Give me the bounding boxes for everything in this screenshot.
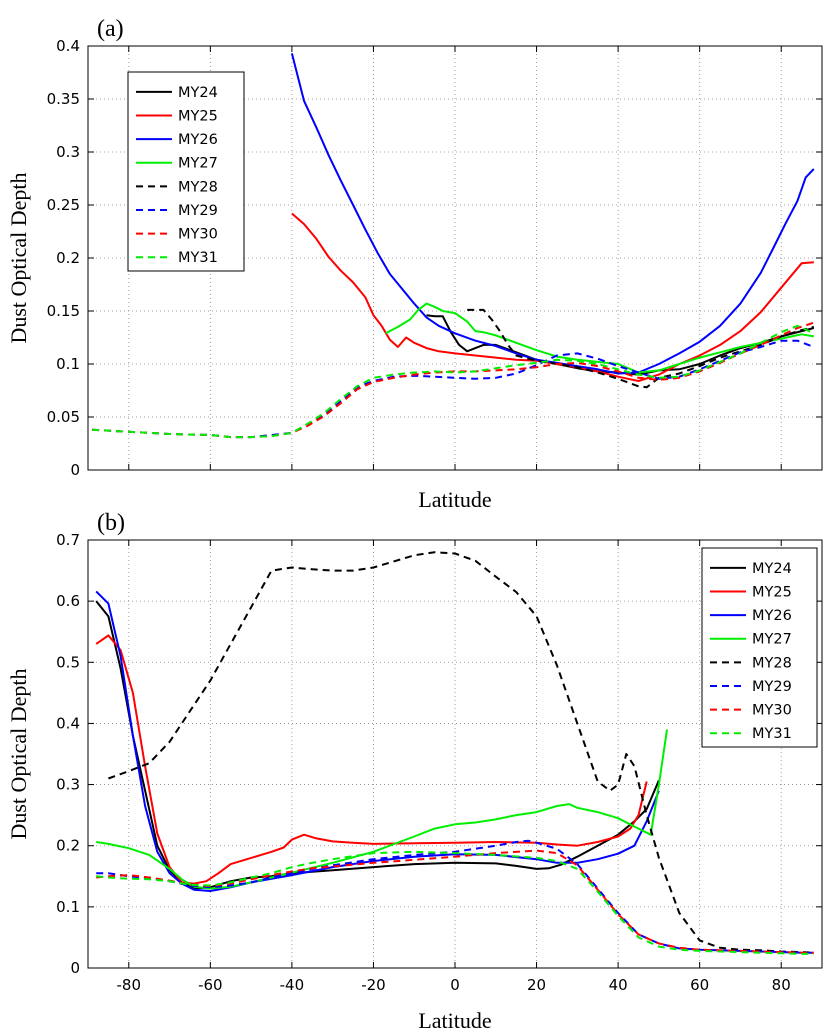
- y-tick-label: 0.6: [56, 592, 80, 610]
- x-tick-label: -40: [280, 976, 305, 994]
- legend-label-my25: MY25: [178, 108, 218, 124]
- x-tick-label: -20: [361, 976, 386, 994]
- y-tick-label: 0.15: [47, 302, 80, 320]
- y-tick-label: 0.7: [56, 531, 80, 549]
- y-tick-label: 0.4: [56, 37, 80, 55]
- legend-label-my29: MY29: [178, 203, 218, 219]
- legend-label-my31: MY31: [178, 250, 218, 266]
- y-tick-label: 0.35: [47, 90, 80, 108]
- series-line-my28: [108, 551, 814, 954]
- series-line-my30: [92, 321, 815, 439]
- series-line-my31: [92, 324, 815, 439]
- panel-label: (b): [97, 510, 125, 536]
- y-tick-label: 0.4: [56, 714, 80, 732]
- y-tick-label: 0.05: [47, 408, 80, 426]
- y-tick-label: 0.25: [47, 196, 80, 214]
- series-line-my28: [467, 308, 815, 389]
- series-line-my31: [96, 850, 814, 955]
- legend-box: [127, 71, 245, 272]
- y-tick-label: 0.1: [56, 898, 80, 916]
- chart-panel-b: 0 0.1 0.2 0.3 0.4 0.5 0.6 0.7 -80 -60 -40 -20 0 20 40 6…: [6, 510, 823, 1031]
- x-axis-label: Latitude: [418, 487, 491, 512]
- legend-label-my24: MY24: [178, 85, 218, 101]
- legend-label-my31: MY31: [752, 726, 792, 742]
- legend-label-my27: MY27: [752, 632, 792, 648]
- x-tick-label: -60: [198, 976, 223, 994]
- y-tick-label: 0.3: [56, 143, 80, 161]
- x-tick-label: 60: [690, 976, 709, 994]
- x-tick-label: 20: [527, 976, 546, 994]
- legend-label-my25: MY25: [752, 584, 792, 600]
- series-line-my27: [385, 302, 814, 374]
- series-line-my29: [96, 839, 814, 954]
- series-line-my25: [95, 634, 648, 885]
- y-tick-label: 0: [70, 959, 80, 977]
- legend-label-my26: MY26: [178, 132, 218, 148]
- x-axis-label: Latitude: [418, 1008, 491, 1031]
- legend-box: [701, 547, 818, 748]
- y-tick-label: 0.5: [56, 653, 80, 671]
- x-tick-label: -80: [117, 976, 142, 994]
- legend-label-my30: MY30: [178, 227, 218, 243]
- legend-label-my26: MY26: [752, 608, 792, 624]
- legend: MY24 MY25 MY26 MY27 MY28 MY29 MY30 MY31: [127, 71, 245, 272]
- legend-label-my27: MY27: [178, 156, 218, 172]
- y-tick-label: 0.3: [56, 776, 80, 794]
- legend-label-my24: MY24: [752, 561, 792, 577]
- series-line-my26: [290, 53, 815, 375]
- chart-panel-a: 0 0.05 0.1 0.15 0.2 0.25 0.3 0.35 0.4 Latitude Dus…: [6, 16, 823, 512]
- y-axis-label: Dust Optical Depth: [6, 172, 31, 343]
- legend-label-my29: MY29: [752, 679, 792, 695]
- y-tick-label: 0.2: [56, 249, 80, 267]
- y-tick-label: 0.1: [56, 355, 80, 373]
- series-line-my24: [95, 600, 660, 890]
- y-tick-label: 0.2: [56, 837, 80, 855]
- legend-label-my28: MY28: [752, 655, 792, 671]
- x-tick-label: 80: [772, 976, 791, 994]
- x-tick-label: 40: [609, 976, 628, 994]
- panel-label: (a): [97, 16, 124, 42]
- y-axis-label: Dust Optical Depth: [6, 668, 31, 839]
- x-tick-label: 0: [450, 976, 460, 994]
- y-tick-label: 0: [70, 461, 80, 479]
- series-line-my26: [95, 590, 660, 892]
- legend: MY24 MY25 MY26 MY27 MY28 MY29 MY30 MY31: [701, 547, 818, 748]
- series-line-my27: [96, 729, 668, 890]
- legend-label-my30: MY30: [752, 703, 792, 719]
- series-line-my25: [291, 212, 814, 382]
- series-line-my30: [96, 849, 814, 954]
- legend-label-my28: MY28: [178, 179, 218, 195]
